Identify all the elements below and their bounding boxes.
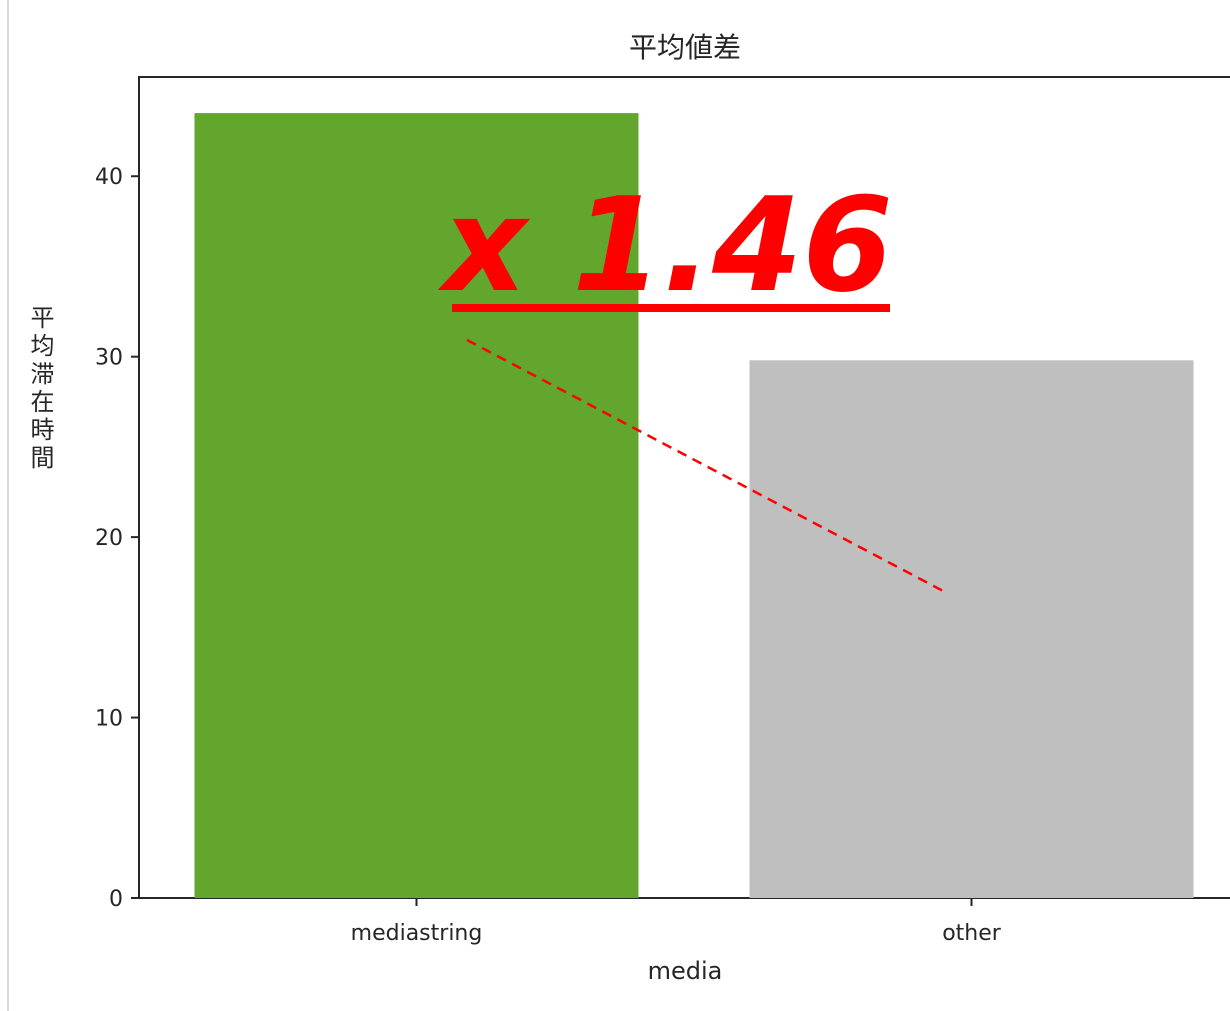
bar-other bbox=[749, 360, 1194, 898]
y-tick-label: 10 bbox=[95, 707, 123, 732]
ratio-annotation-underline bbox=[452, 304, 890, 312]
chart-title: 平均値差 bbox=[629, 31, 741, 64]
x-axis-label: media bbox=[648, 957, 723, 985]
bar-mediastring bbox=[194, 113, 639, 899]
y-tick-label: 30 bbox=[95, 346, 123, 371]
x-tick-label: mediastring bbox=[351, 921, 483, 946]
x-tick-label: other bbox=[942, 921, 1002, 946]
y-axis-label: 平均滞在時間 bbox=[26, 305, 54, 473]
y-tick-label: 0 bbox=[109, 887, 123, 912]
x-axis-ticks: mediastring other bbox=[351, 898, 1002, 946]
comparison-dashed-line bbox=[466, 338, 946, 594]
y-tick-label: 20 bbox=[95, 526, 123, 551]
bars-group bbox=[194, 113, 1194, 899]
y-axis-ticks: 0 10 20 30 40 bbox=[95, 165, 139, 912]
y-tick-label: 40 bbox=[95, 165, 123, 190]
ratio-annotation: x 1.46 bbox=[437, 169, 893, 321]
